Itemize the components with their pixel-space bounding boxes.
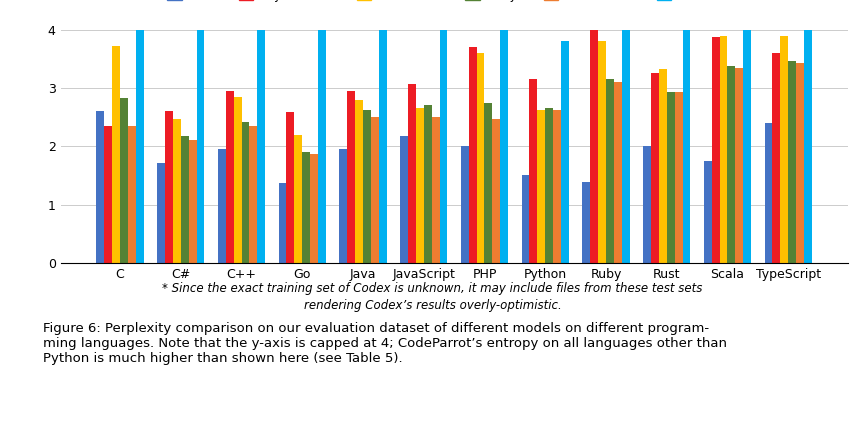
Bar: [712, 37, 720, 263]
Bar: [128, 126, 136, 263]
Bar: [279, 183, 286, 263]
Text: rendering Codex’s results overly-optimistic.: rendering Codex’s results overly-optimis…: [304, 299, 561, 312]
Bar: [294, 135, 302, 263]
Bar: [477, 53, 484, 263]
Bar: [286, 112, 294, 263]
Legend: Codex*, PolyCoder 2.7B, GPT-Neo 2.7B, GPT-J 6B, GPT-NeoX 20B, CodeParrot: Codex*, PolyCoder 2.7B, GPT-Neo 2.7B, GP…: [163, 0, 746, 7]
Bar: [484, 103, 492, 263]
Bar: [400, 137, 408, 263]
Bar: [606, 79, 614, 263]
Bar: [424, 106, 432, 263]
Bar: [537, 110, 545, 263]
Bar: [363, 110, 371, 263]
Bar: [772, 53, 780, 263]
Bar: [356, 100, 363, 263]
Bar: [522, 176, 529, 263]
Bar: [780, 36, 788, 263]
Bar: [181, 137, 189, 263]
Bar: [136, 30, 144, 263]
Bar: [257, 30, 266, 263]
Bar: [318, 30, 326, 263]
Bar: [492, 119, 500, 263]
Bar: [720, 36, 727, 263]
Bar: [529, 79, 537, 263]
Text: Figure 6: Perplexity comparison on our evaluation dataset of different models on: Figure 6: Perplexity comparison on our e…: [43, 322, 727, 365]
Bar: [743, 30, 751, 263]
Bar: [241, 122, 249, 263]
Text: * Since the exact training set of Codex is unknown, it may include files from th: * Since the exact training set of Codex …: [163, 282, 702, 295]
Bar: [461, 146, 469, 263]
Bar: [667, 92, 675, 263]
Bar: [439, 30, 447, 263]
Bar: [173, 120, 181, 263]
Bar: [598, 42, 606, 263]
Bar: [96, 112, 104, 263]
Bar: [226, 91, 234, 263]
Bar: [104, 126, 112, 263]
Bar: [561, 42, 569, 263]
Bar: [302, 152, 311, 263]
Bar: [659, 70, 667, 263]
Bar: [432, 117, 439, 263]
Bar: [249, 126, 257, 263]
Bar: [643, 146, 651, 263]
Bar: [788, 61, 796, 263]
Bar: [614, 82, 622, 263]
Bar: [196, 30, 204, 263]
Bar: [189, 140, 196, 263]
Bar: [622, 30, 630, 263]
Bar: [765, 123, 772, 263]
Bar: [347, 91, 356, 263]
Bar: [727, 66, 735, 263]
Bar: [500, 30, 509, 263]
Bar: [157, 162, 165, 263]
Bar: [120, 98, 128, 263]
Bar: [416, 109, 424, 263]
Bar: [553, 110, 561, 263]
Bar: [682, 30, 690, 263]
Bar: [804, 30, 812, 263]
Bar: [704, 161, 712, 263]
Bar: [112, 46, 120, 263]
Bar: [590, 30, 598, 263]
Bar: [379, 30, 387, 263]
Bar: [339, 149, 347, 263]
Bar: [796, 64, 804, 263]
Bar: [651, 73, 659, 263]
Bar: [735, 67, 743, 263]
Bar: [165, 112, 173, 263]
Bar: [311, 154, 318, 263]
Bar: [371, 117, 379, 263]
Bar: [408, 84, 416, 263]
Bar: [675, 92, 682, 263]
Bar: [234, 97, 241, 263]
Bar: [545, 109, 553, 263]
Bar: [218, 149, 226, 263]
Bar: [469, 47, 477, 263]
Bar: [582, 182, 590, 263]
